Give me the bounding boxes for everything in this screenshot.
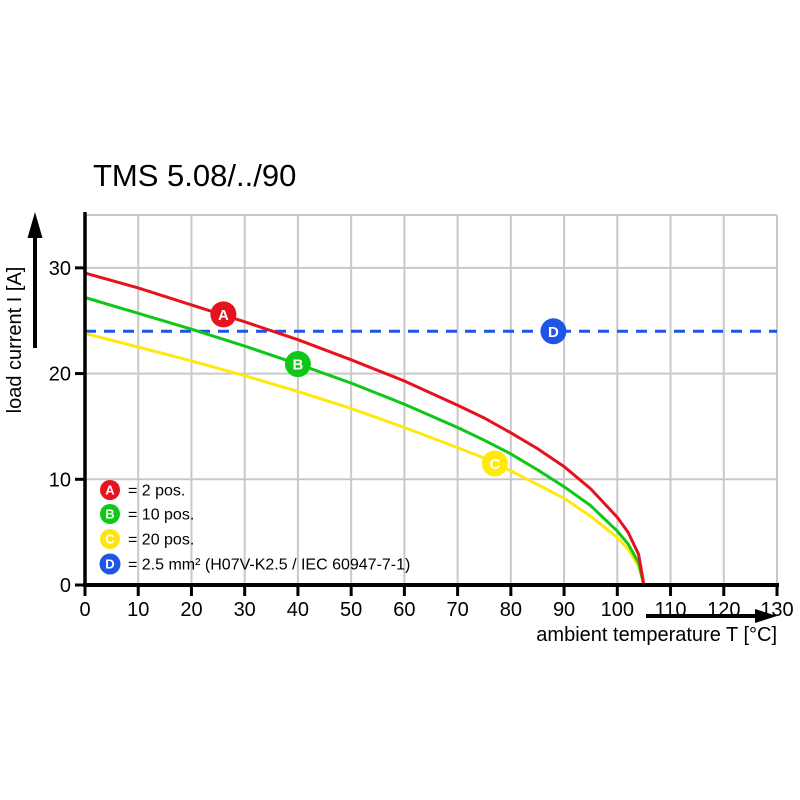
y-tick-label: 20 [49,364,71,386]
x-tick-label: 0 [79,599,90,621]
y-axis-label: load current I [A] [4,267,26,414]
legend-label-d: = 2.5 mm² (H07V-K2.5 / IEC 60947-7-1) [128,557,410,574]
x-tick-label: 80 [500,599,522,621]
x-axis-arrow-icon [646,609,777,623]
x-tick-label: 90 [553,599,575,621]
page-title: TMS 5.08/../90 [93,158,296,193]
legend-marker-d-icon [99,553,121,575]
legend-label-c: = 20 pos. [128,532,194,549]
x-tick-label: 60 [393,599,415,621]
y-tick-label: 0 [60,575,71,597]
x-tick-label: 10 [127,599,149,621]
legend-letter-b: B [105,507,114,522]
x-tick-label: 20 [180,599,202,621]
x-axis-label: ambient temperature T [°C] [536,624,777,646]
legend-label-b: = 10 pos. [128,507,194,524]
x-tick-label: 40 [287,599,309,621]
marker-a-letter: A [218,307,229,324]
curve-b [84,296,646,586]
marker-a-icon [210,301,237,328]
marker-b-letter: B [293,357,304,374]
legend-item-b: B = 10 pos. [100,504,194,524]
marker-d-icon [540,318,567,345]
marker-c-icon [481,450,508,477]
y-tick-label: 30 [49,258,71,280]
x-tick-label: 100 [601,599,634,621]
gridlines [85,214,778,585]
legend-marker-c-icon [100,529,120,549]
legend-item-d: D = 2.5 mm² (H07V-K2.5 / IEC 60947-7-1) [99,553,410,575]
x-tick-label: 50 [340,599,362,621]
legend-item-c: C = 20 pos. [100,529,194,549]
legend-item-a: A = 2 pos. [100,480,185,500]
legend-letter-d: D [105,557,114,572]
legend-letter-a: A [105,483,115,498]
legend-letter-c: C [105,532,115,547]
legend-marker-a-icon [100,480,120,500]
marker-c-letter: C [489,456,500,473]
x-tick-label: 70 [446,599,468,621]
legend: A = 2 pos. B = 10 pos. C = 20 pos. D = 2… [99,480,410,575]
legend-marker-b-icon [100,504,120,524]
marker-d-letter: D [548,324,559,341]
marker-b-icon [284,351,311,378]
curve-markers: A B C D [210,301,567,477]
legend-label-a: = 2 pos. [128,483,185,500]
x-tick-label: 30 [234,599,256,621]
y-tick-label: 10 [49,469,71,491]
y-axis-arrow-icon [27,212,43,348]
